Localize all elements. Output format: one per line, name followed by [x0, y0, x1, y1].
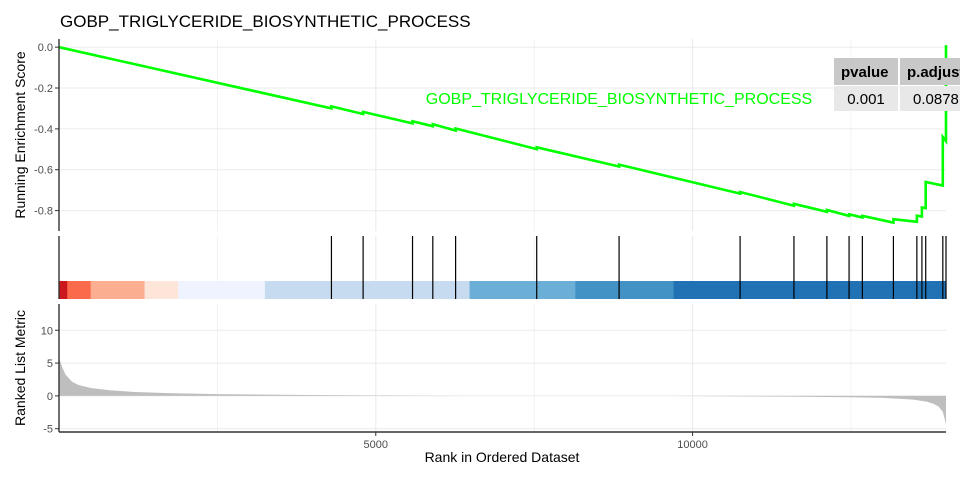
ranked-metric-y-axis-title: Ranked List Metric	[12, 310, 28, 426]
rank-color-band	[90, 281, 146, 299]
gene-hits-panel	[58, 236, 947, 299]
rank-color-bands	[59, 281, 947, 299]
stats-table-value-padjust-cell	[900, 86, 960, 111]
ranked-metric-y-ticks: 10 5 0 -5	[41, 325, 59, 436]
y-tick-label: -0.2	[34, 83, 53, 95]
gene-hit-marks	[330, 236, 947, 299]
rank-color-band	[178, 281, 266, 299]
rank-color-band	[67, 281, 92, 299]
rank-color-band	[59, 281, 68, 299]
running-score-gridlines	[59, 39, 946, 231]
y-tick-label: -0.6	[34, 165, 53, 177]
stats-table-value-pvalue: 0.001	[847, 91, 885, 108]
rank-x-ticks: 5000 10000	[364, 432, 708, 451]
running-score-panel: 0.0 -0.2 -0.4 -0.6 -0.8 Running Enrichment S…	[12, 39, 960, 231]
stats-table-header-pvalue-cell	[834, 58, 898, 85]
stats-table-header-padjust-cell	[900, 58, 960, 85]
stats-table-value-padjust: 0.0878	[913, 91, 959, 108]
running-score-y-axis-title: Running Enrichment Score	[12, 51, 28, 219]
running-score-line	[58, 45, 948, 225]
y-tick-label: -5	[43, 424, 53, 436]
stats-table-header-pvalue: pvalue	[841, 64, 889, 81]
stats-table-header-padjust: p.adjust	[907, 64, 960, 81]
ranked-metric-panel: 10 5 0 -5 5000 10000 Ranked List Metric Rank…	[12, 304, 946, 465]
rank-color-band	[575, 281, 675, 299]
rank-color-band	[144, 281, 179, 299]
plot-title: GOBP_TRIGLYCERIDE_BIOSYNTHETIC_PROCESS	[60, 12, 471, 31]
y-tick-label: 0.0	[38, 42, 53, 54]
running-score-y-ticks: 0.0 -0.2 -0.4 -0.6 -0.8	[34, 42, 59, 218]
y-tick-label: 5	[47, 358, 53, 370]
y-tick-label: 0	[47, 391, 53, 403]
y-tick-label: 10	[41, 325, 53, 337]
y-tick-label: -0.4	[34, 124, 53, 136]
stats-table: pvalue p.adjust 0.001 0.0878	[834, 58, 960, 111]
x-tick-label: 5000	[364, 439, 388, 451]
ranked-metric-area	[59, 357, 946, 425]
rank-color-band	[264, 281, 471, 299]
x-tick-label: 10000	[677, 439, 708, 451]
y-tick-label: -0.8	[34, 206, 53, 218]
rank-color-band	[469, 281, 576, 299]
geneset-legend-label: GOBP_TRIGLYCERIDE_BIOSYNTHETIC_PROCESS	[426, 91, 812, 108]
stats-table-value-pvalue-cell	[834, 86, 898, 111]
rank-color-band	[673, 281, 947, 299]
x-axis-title: Rank in Ordered Dataset	[425, 449, 580, 465]
ranked-metric-gridlines	[59, 304, 946, 432]
